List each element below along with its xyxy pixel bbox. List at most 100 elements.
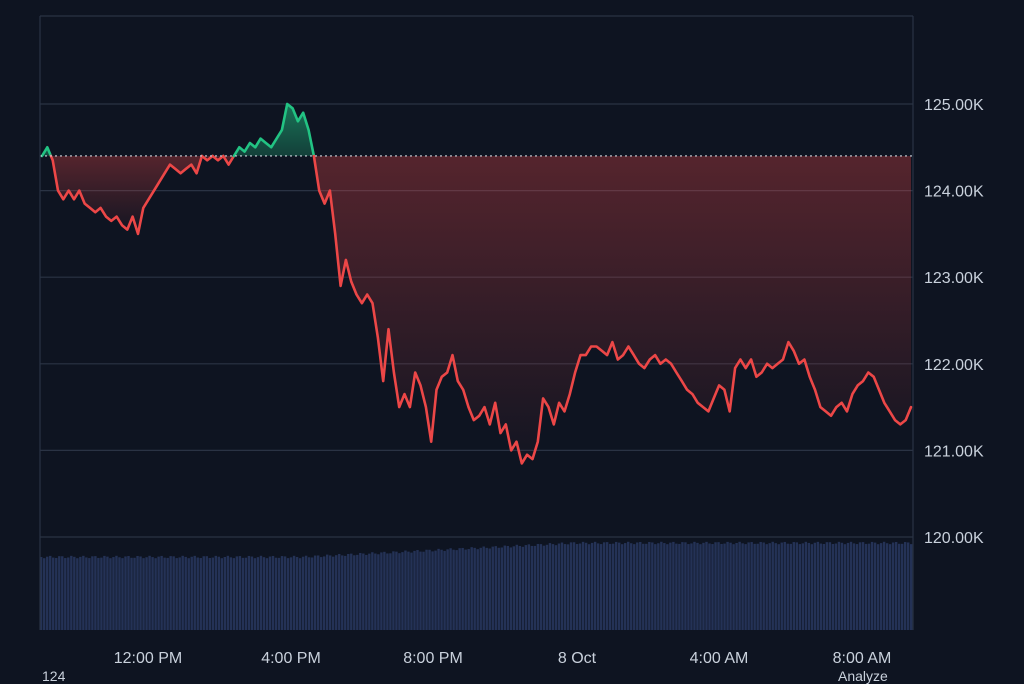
x-tick-label: 8:00 PM <box>403 650 463 667</box>
volume-bar <box>169 556 171 630</box>
volume-bar <box>91 556 93 630</box>
y-tick-label: 125.00K <box>924 97 984 114</box>
volume-bar <box>395 552 397 630</box>
volume-bar <box>410 553 412 630</box>
volume-bar <box>808 543 810 630</box>
volume-bar <box>729 543 731 630</box>
volume-bar <box>829 542 831 630</box>
volume-bar <box>209 558 211 630</box>
volume-bar <box>775 543 777 630</box>
volume-bar <box>416 550 418 630</box>
volume-bar <box>172 556 174 630</box>
volume-bar <box>323 556 325 630</box>
volume-bar <box>419 552 421 630</box>
volume-bar <box>203 556 205 630</box>
volume-bar <box>817 542 819 630</box>
volume-bar <box>308 557 310 630</box>
volume-bar <box>194 556 196 630</box>
volume-bar <box>522 547 524 630</box>
volume-bar <box>874 543 876 630</box>
volume-bar <box>666 544 668 630</box>
volume-bar <box>455 550 457 630</box>
volume-bar <box>157 557 159 630</box>
volume-bar <box>570 542 572 630</box>
volume-bar <box>549 543 551 630</box>
volume-bar <box>630 543 632 630</box>
volume-bar <box>597 543 599 630</box>
volume-bar <box>350 554 352 630</box>
volume-bar <box>910 544 912 630</box>
volume-bar <box>296 557 298 630</box>
volume-bar <box>750 542 752 630</box>
volume-bar <box>175 558 177 630</box>
volume-bar <box>838 542 840 630</box>
volume-bar <box>588 544 590 630</box>
volume-bar <box>726 542 728 630</box>
volume-bar <box>73 557 75 630</box>
volume-bar <box>513 546 515 630</box>
volume-bar <box>106 557 108 630</box>
volume-bar <box>865 544 867 630</box>
volume-bar <box>70 556 72 630</box>
volume-bar <box>802 543 804 630</box>
volume-bar <box>227 556 229 630</box>
volume-bar <box>699 544 701 630</box>
volume-bar <box>317 555 319 630</box>
volume-bar <box>612 544 614 630</box>
volume-bar <box>365 555 367 630</box>
volume-bar <box>254 558 256 630</box>
volume-bar <box>615 542 617 630</box>
volume-bar <box>85 557 87 630</box>
volume-bar <box>293 556 295 630</box>
volume-bar <box>88 558 90 630</box>
volume-bar <box>648 542 650 630</box>
volume-bar <box>290 557 292 630</box>
volume-bar <box>528 544 530 630</box>
volume-bar <box>823 544 825 630</box>
volume-bar <box>627 542 629 630</box>
volume-bar <box>371 552 373 630</box>
y-tick-label: 121.00K <box>924 443 984 460</box>
volume-bar <box>489 548 491 630</box>
volume-bar <box>862 542 864 630</box>
volume-bar <box>552 544 554 630</box>
volume-bar <box>516 545 518 630</box>
volume-bar <box>573 542 575 630</box>
volume-bar <box>139 556 141 630</box>
volume-bar <box>239 556 241 630</box>
volume-bar <box>805 542 807 630</box>
volume-bar <box>618 543 620 630</box>
volume-bar <box>377 554 379 630</box>
volume-bar <box>142 558 144 630</box>
volume-bar <box>477 549 479 630</box>
volume-bar <box>720 544 722 630</box>
volume-bar <box>443 551 445 630</box>
volume-bar <box>284 556 286 630</box>
y-tick-label: 120.00K <box>924 530 984 547</box>
x-tick-label: 12:00 PM <box>114 650 182 667</box>
volume-bar <box>498 548 500 630</box>
volume-bar <box>525 545 527 630</box>
volume-bar <box>636 542 638 630</box>
volume-bar <box>212 558 214 630</box>
volume-bar <box>639 542 641 630</box>
volume-bar <box>889 544 891 630</box>
volume-bar <box>115 556 117 630</box>
volume-bar <box>257 557 259 630</box>
volume-bar <box>702 543 704 630</box>
volume-bar <box>356 555 358 630</box>
volume-bar <box>431 551 433 630</box>
volume-bar <box>486 548 488 630</box>
volume-bar <box>470 547 472 630</box>
volume-bar <box>847 543 849 630</box>
volume-bar <box>708 543 710 630</box>
volume-bar <box>314 556 316 630</box>
volume-bar <box>413 551 415 630</box>
volume-bar <box>895 542 897 630</box>
volume-bar <box>543 546 545 630</box>
volume-bar <box>657 543 659 630</box>
analyze-link[interactable]: Analyze <box>838 668 888 684</box>
volume-bar <box>184 557 186 630</box>
volume-bar <box>109 558 111 630</box>
